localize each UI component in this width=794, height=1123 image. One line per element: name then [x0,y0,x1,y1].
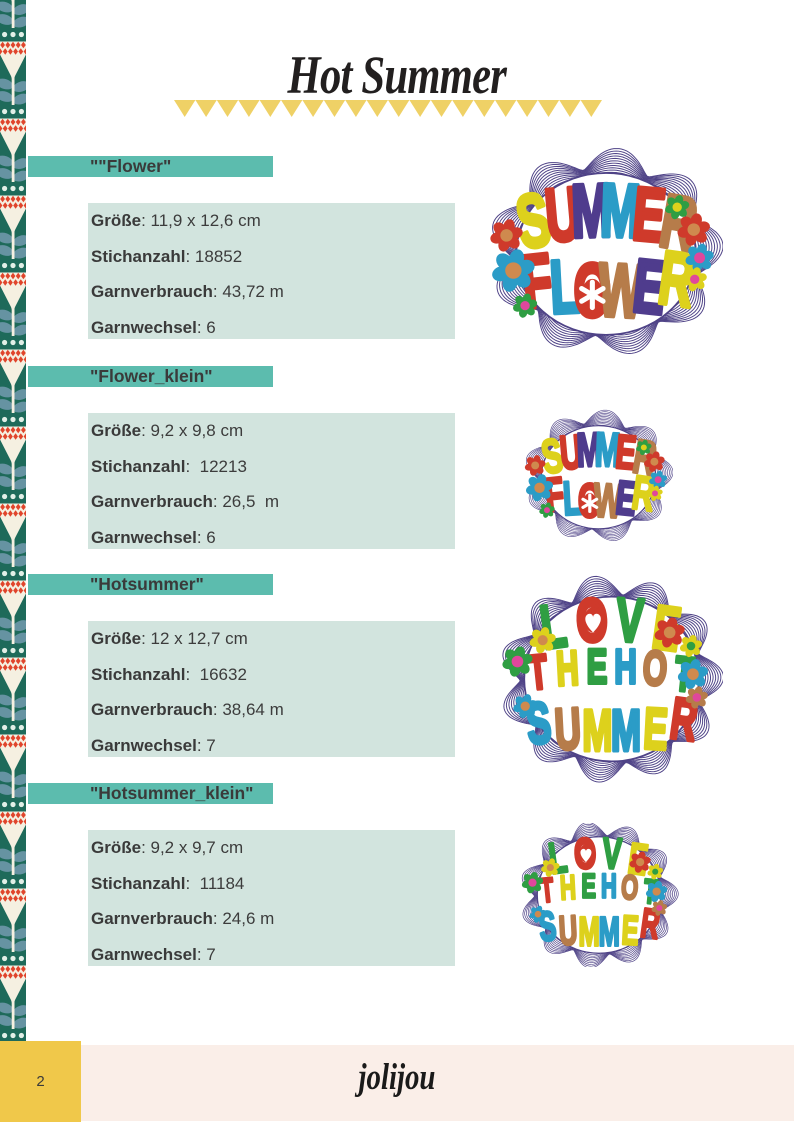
svg-text:V: V [615,585,646,655]
svg-text:M: M [599,910,620,956]
svg-text:M: M [611,699,641,764]
svg-text:U: U [558,908,579,955]
svg-text:M: M [594,423,621,477]
svg-text:U: U [553,697,582,763]
svg-text:M: M [576,423,603,477]
svg-text:M: M [582,699,612,764]
svg-text:E: E [621,908,640,955]
svg-text:U: U [542,172,584,258]
svg-text:M: M [570,169,613,254]
svg-text:H: H [555,640,580,696]
svg-text:L: L [561,471,582,526]
svg-text:V: V [601,829,623,878]
svg-text:H: H [601,868,617,906]
svg-text:E: E [642,697,669,763]
svg-text:H: H [559,869,577,908]
svg-text:E: E [587,639,608,694]
svg-text:L: L [548,245,582,330]
svg-text:H: H [614,639,636,694]
svg-text:M: M [599,169,642,254]
svg-text:O: O [642,640,669,696]
svg-text:O: O [575,585,610,655]
svg-text:M: M [578,910,599,956]
svg-text:O: O [620,869,639,908]
svg-text:E: E [581,868,596,906]
